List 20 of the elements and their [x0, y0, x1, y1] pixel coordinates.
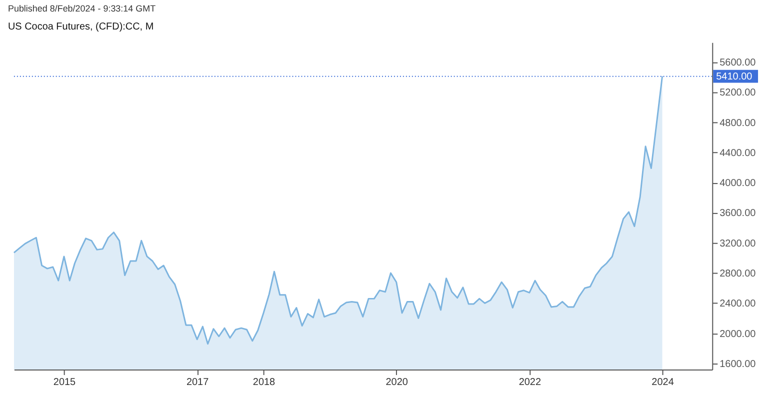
- x-tick-label: 2020: [386, 377, 408, 388]
- x-tick-label: 2015: [53, 377, 76, 388]
- y-tick-label: 2000.00: [720, 328, 756, 340]
- y-tick-label: 4400.00: [720, 148, 756, 159]
- y-tick-label: 3200.00: [720, 238, 756, 250]
- y-tick-label: 3600.00: [720, 208, 756, 220]
- y-tick-label: 4800.00: [720, 118, 756, 129]
- text: Published 8/Feb/2024 - 9:33:14 GMT: [8, 3, 156, 14]
- x-tick-label: 2018: [252, 377, 276, 388]
- y-tick-label: 1600.00: [720, 359, 756, 370]
- x-tick-label: 2017: [186, 377, 210, 388]
- y-tick-label: 2800.00: [720, 268, 756, 280]
- x-tick-label: 2024: [652, 377, 674, 388]
- y-tick-label: 5200.00: [720, 88, 756, 99]
- y-tick-label: 4000.00: [720, 178, 756, 190]
- chart-title: US Cocoa Futures, (CFD):CC, M: [8, 21, 154, 32]
- y-tick-label: 2400.00: [720, 298, 756, 310]
- ref-line-label: 5410.00: [716, 71, 753, 82]
- x-tick-label: 2022: [518, 377, 542, 388]
- y-tick-label: 5600.00: [720, 57, 756, 68]
